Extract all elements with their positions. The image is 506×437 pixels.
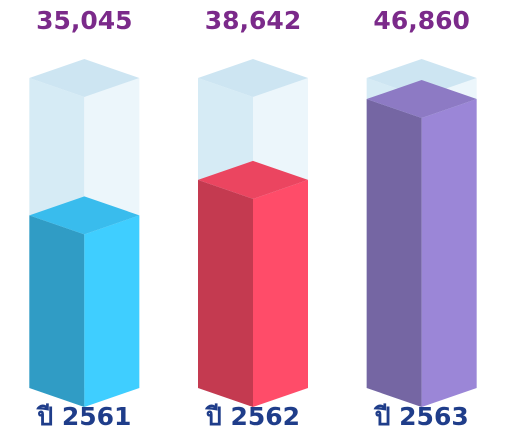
bar-right (421, 99, 477, 408)
bar-left (29, 215, 85, 407)
glass-top (198, 59, 308, 97)
bar (366, 80, 477, 408)
bar-top (198, 160, 308, 199)
bar-left (198, 179, 253, 407)
category-label: ปี 2561 (36, 402, 132, 431)
bar (198, 160, 308, 407)
value-label: 46,860 (373, 6, 469, 35)
category-label: ปี 2563 (373, 402, 469, 431)
glass-top (29, 59, 140, 97)
value-label: 38,642 (205, 6, 301, 35)
bar-right (253, 179, 308, 407)
glass-top (366, 59, 477, 97)
bar-top (29, 196, 140, 235)
bar (29, 196, 140, 407)
category-label: ปี 2562 (204, 402, 300, 431)
bar-left (366, 99, 422, 408)
bar-top (366, 80, 477, 119)
bar-right (84, 215, 140, 407)
value-label: 35,045 (36, 6, 132, 35)
